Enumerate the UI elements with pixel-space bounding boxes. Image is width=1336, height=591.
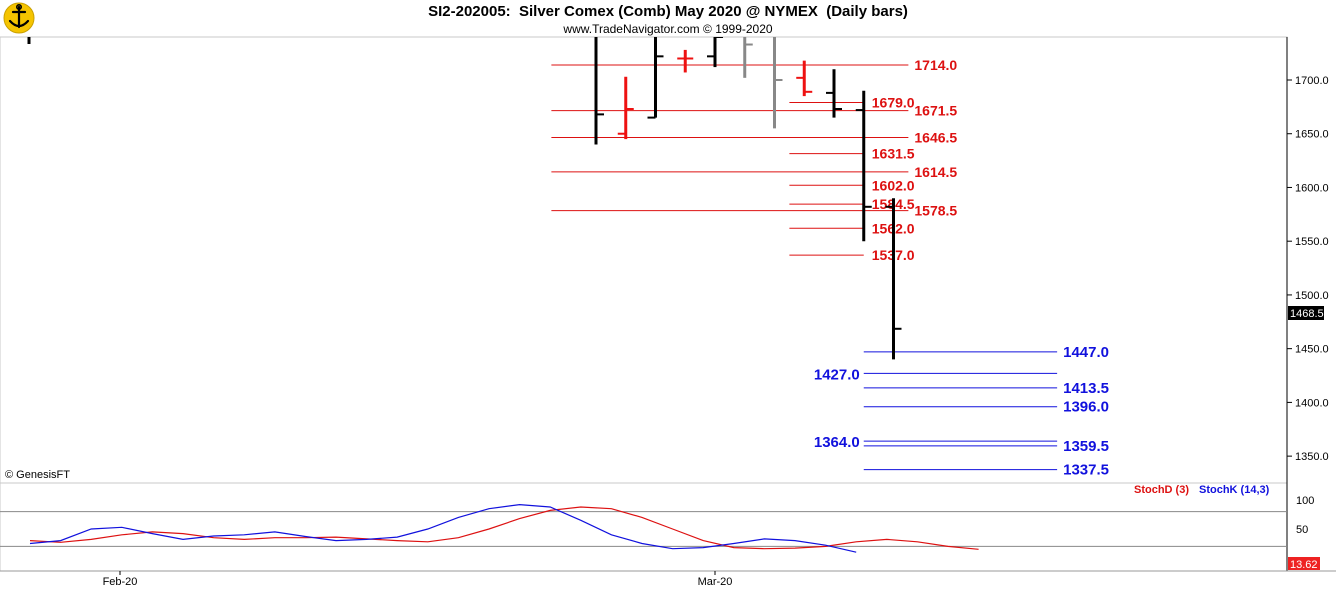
- anchor-logo-icon: [3, 2, 35, 34]
- level-label-5: 1614.5: [914, 164, 957, 180]
- ohlc-bar-0: [594, 37, 604, 145]
- chart-header: SI2-202005: Silver Comex (Comb) May 2020…: [0, 0, 1336, 37]
- level-label-12: 1427.0: [814, 366, 860, 383]
- level-label-15: 1364.0: [814, 434, 860, 451]
- copyright-label: © GenesisFT: [5, 469, 70, 481]
- legend-stoch-d: StochD (3): [1134, 484, 1189, 496]
- ohlc-bar-8: [826, 69, 842, 118]
- price-tick-label: 1400.0: [1295, 397, 1329, 409]
- price-tick-label: 1350.0: [1295, 451, 1329, 463]
- ohlc-bar-3: [677, 49, 694, 73]
- level-label-13: 1413.5: [1063, 380, 1109, 397]
- chart-title: SI2-202005: Silver Comex (Comb) May 2020…: [428, 3, 908, 20]
- axis-badges: 1468.5 13.62: [1288, 306, 1324, 571]
- level-label-2: 1671.5: [914, 103, 957, 119]
- level-label-17: 1337.5: [1063, 462, 1109, 479]
- stoch-d-line: [29, 506, 979, 550]
- ohlc-bar-2: [647, 37, 664, 119]
- stoch-value-badge: 13.62: [1290, 559, 1318, 571]
- chart-frame: [0, 36, 1336, 572]
- time-axis: Feb-20 Mar-20: [103, 571, 733, 588]
- ohlc-bar-1: [617, 76, 634, 140]
- level-label-14: 1396.0: [1063, 399, 1109, 416]
- price-tick-label: 1450.0: [1295, 344, 1329, 356]
- ohlc-bar-7: [796, 60, 813, 97]
- price-tick-label: 1650.0: [1295, 129, 1329, 141]
- stoch-k-line: [29, 503, 857, 553]
- stoch-tick-label: 50: [1296, 524, 1308, 536]
- ohlc-bar-4: [707, 37, 723, 68]
- ohlc-bar-6: [773, 37, 783, 129]
- chart-subtitle: www.TradeNavigator.com © 1999-2020: [563, 22, 773, 36]
- price-tick-label: 1600.0: [1295, 182, 1329, 194]
- price-tick-label: 1500.0: [1295, 290, 1329, 302]
- level-label-6: 1602.0: [872, 177, 915, 193]
- level-label-1: 1679.0: [872, 95, 915, 111]
- ohlc-bar-9: [855, 90, 872, 242]
- ohlc-bar-5: [743, 37, 753, 78]
- stoch-tick-label: 100: [1296, 495, 1314, 507]
- level-label-16: 1359.5: [1063, 438, 1109, 455]
- last-price-badge: 1468.5: [1290, 308, 1324, 320]
- ohlc-bars: [27, 37, 902, 360]
- price-tick-label: 1700.0: [1295, 75, 1329, 87]
- level-label-3: 1646.5: [914, 129, 957, 145]
- time-tick-label: Mar-20: [698, 576, 733, 588]
- level-label-0: 1714.0: [914, 57, 957, 73]
- level-label-8: 1578.5: [914, 203, 957, 219]
- stochastic-panel: 100 50 StochD (3) StochK (14,3): [0, 484, 1314, 553]
- price-axis: 1700.0 1650.0 1600.0 1550.0 1500.0 1450.0 1400…: [1287, 75, 1329, 463]
- price-tick-label: 1550.0: [1295, 236, 1329, 248]
- ohlc-bar-10: [885, 198, 902, 360]
- level-label-4: 1631.5: [872, 146, 915, 162]
- legend-stoch-k: StochK (14,3): [1199, 484, 1270, 496]
- level-label-11: 1447.0: [1063, 344, 1109, 361]
- time-tick-label: Feb-20: [103, 576, 138, 588]
